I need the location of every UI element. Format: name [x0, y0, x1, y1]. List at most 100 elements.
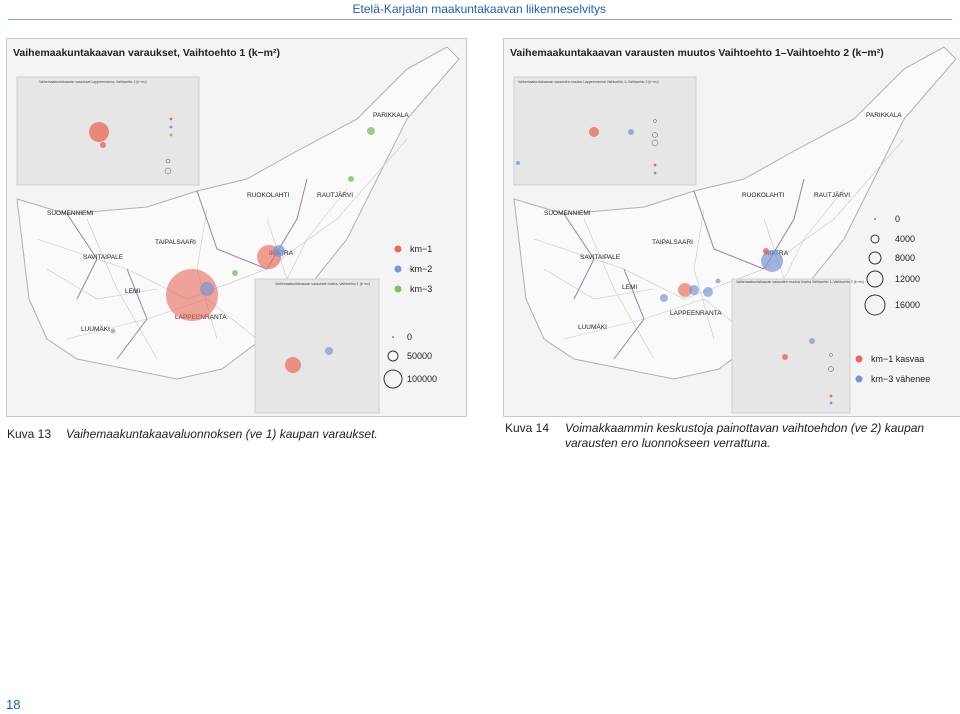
- legend-size-2-label: 100000: [407, 374, 437, 384]
- inset-top-title: Vaihemaakuntakaavan varausten muutos Lap…: [518, 80, 659, 84]
- inset-bottom: [254, 278, 380, 414]
- place-suomenniemi: SUOMENNIEMI: [544, 210, 591, 217]
- inset-top-legend-ring: [653, 119, 657, 123]
- legend-increase-dot: [855, 355, 863, 363]
- inset-bottom-legend-ring: [829, 353, 833, 357]
- header-rule: [8, 19, 952, 20]
- inset-top-circle: [628, 129, 634, 135]
- place-luumaki: LUUMÄKI: [81, 325, 110, 333]
- place-rautjarvi: RAUTJÄRVI: [317, 191, 353, 199]
- region-shape: [16, 46, 460, 380]
- inset-bottom-title: Vaihemaakuntakaavan varausten muutos Ima…: [736, 280, 864, 284]
- change-circle: [678, 283, 692, 297]
- place-rautjarvi: RAUTJÄRVI: [814, 191, 850, 199]
- inset-bottom: [731, 278, 851, 414]
- figure-13-title: Vaihemaakuntakaavan varaukset, Vaihtoeht…: [13, 47, 280, 59]
- figure-13-map: Vaihemaakuntakaavan varaukset Lappeenran…: [6, 38, 467, 417]
- place-ruokolahti: RUOKOLAHTI: [247, 192, 289, 199]
- inset-top-legend-dot: [169, 117, 173, 121]
- legend-size-1-label: 50000: [407, 351, 432, 361]
- legend-size-2: [868, 251, 882, 265]
- legend-size-0: [874, 218, 876, 220]
- change-circle: [761, 250, 783, 272]
- legend-km3-dot: [394, 285, 402, 293]
- legend-decrease-label: km−3 vähenee: [871, 374, 930, 384]
- road-network: [533, 138, 905, 360]
- legend-km2-dot: [394, 265, 402, 273]
- inset-top-circle: [100, 142, 106, 148]
- inset-top: [513, 76, 697, 186]
- change-circle: [660, 294, 668, 302]
- inset-bottom-legend-dot: [829, 394, 833, 398]
- inset-bottom-circle: [809, 338, 815, 344]
- page-number: 18: [6, 697, 21, 712]
- inset-top-title: Vaihemaakuntakaavan varaukset Lappeenran…: [39, 80, 147, 84]
- inset-top-legend-dot: [169, 133, 173, 137]
- legend-km1-label: km−1: [410, 244, 432, 254]
- inset-top-legend-dot: [169, 125, 173, 129]
- place-lappeenranta: LAPPEENRANTA: [670, 310, 722, 317]
- caption-14-label: Kuva 14: [505, 421, 550, 435]
- page-header-title: Etelä-Karjalan maakuntakaavan liikennese…: [352, 2, 606, 16]
- legend-size-0: [392, 336, 394, 338]
- place-savitaipale: SAVITAIPALE: [83, 254, 124, 261]
- place-taipalsaari: TAIPALSAARI: [652, 239, 693, 246]
- place-luumaki: LUUMÄKI: [578, 323, 607, 331]
- inset-top-legend-ring: [164, 167, 172, 175]
- legend-size-4: [864, 294, 886, 316]
- inset-top-legend-dot: [653, 171, 657, 175]
- inset-top-circle: [589, 127, 599, 137]
- map-13-graphic: Vaihemaakuntakaavan varaukset Lappeenran…: [16, 46, 460, 414]
- caption-13-label: Kuva 13: [7, 427, 52, 441]
- place-savitaipale: SAVITAIPALE: [580, 254, 621, 261]
- legend-km3-label: km−3: [410, 284, 432, 294]
- inset-bottom-circle: [325, 347, 333, 355]
- legend-size-3-label: 12000: [895, 274, 920, 284]
- inset-bottom-legend-ring: [828, 366, 834, 372]
- legend-size-0-label: 0: [407, 332, 412, 342]
- inset-top-circle: [516, 161, 520, 165]
- reservation-circle: [348, 176, 354, 182]
- legend-size-2: [383, 369, 403, 389]
- inset-top-circle: [89, 122, 109, 142]
- reservation-circle: [273, 245, 285, 257]
- reservation-circle: [110, 328, 116, 334]
- reservation-circle: [166, 269, 218, 321]
- reservation-circle: [200, 282, 214, 296]
- legend-size-2-label: 8000: [895, 253, 915, 263]
- caption-14-text: Voimakkaammin keskustoja painottavan vai…: [565, 421, 925, 450]
- inset-top-legend-ring: [652, 132, 658, 138]
- legend-decrease-dot: [855, 375, 863, 383]
- legend-km1-dot: [394, 245, 402, 253]
- legend-size-3: [866, 270, 884, 288]
- inset-top-legend-ring: [651, 139, 659, 147]
- figure-14-title: Vaihemaakuntakaavan varausten muutos Vai…: [510, 47, 884, 59]
- change-circle: [715, 278, 721, 284]
- place-lemi: LEMI: [125, 288, 140, 295]
- legend-size-0-label: 0: [895, 214, 900, 224]
- place-parikkala: PARIKKALA: [373, 112, 409, 119]
- inset-bottom-title: Vaihemaakuntakaavan varaukset Imatra, Va…: [275, 282, 370, 286]
- place-taipalsaari: TAIPALSAARI: [155, 239, 196, 246]
- caption-13-text: Vaihemaakuntakaavaluonnoksen (ve 1) kaup…: [66, 427, 378, 441]
- inset-top-legend-dot: [653, 163, 657, 167]
- legend-size-1-label: 4000: [895, 234, 915, 244]
- legend-size-1: [870, 234, 880, 244]
- change-circle: [703, 287, 713, 297]
- legend-size-1: [387, 350, 399, 362]
- inset-bottom-legend-dot: [829, 401, 833, 405]
- inset-top-legend-ring: [165, 158, 171, 164]
- place-ruokolahti: RUOKOLAHTI: [742, 192, 784, 199]
- legend-size-4-label: 16000: [895, 300, 920, 310]
- change-circle: [763, 248, 769, 254]
- reservation-circle: [367, 127, 375, 135]
- inset-bottom-circle: [782, 354, 788, 360]
- place-suomenniemi: SUOMENNIEMI: [47, 210, 94, 217]
- place-parikkala: PARIKKALA: [866, 112, 902, 119]
- figure-14-map: Vaihemaakuntakaavan varausten muutos Lap…: [503, 38, 960, 417]
- legend-km2-label: km−2: [410, 264, 432, 274]
- inset-bottom-circle: [285, 357, 301, 373]
- place-lemi: LEMI: [622, 284, 637, 291]
- region-shape: [513, 46, 957, 380]
- legend-increase-label: km−1 kasvaa: [871, 354, 924, 364]
